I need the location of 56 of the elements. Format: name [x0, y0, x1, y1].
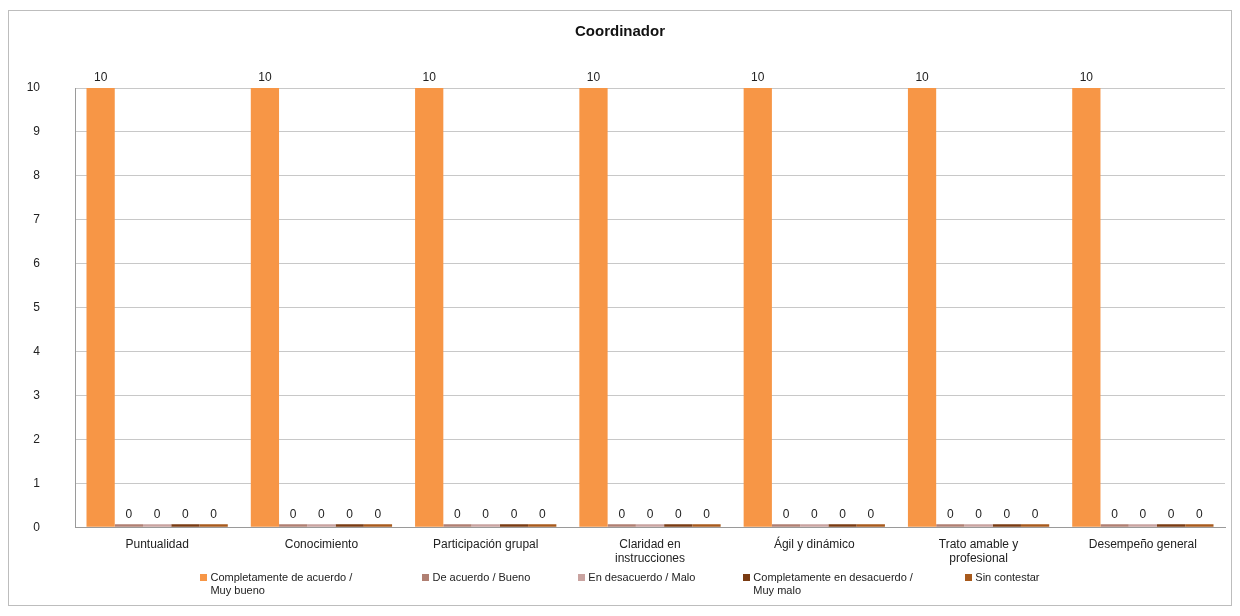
- legend-label: Completamente en desacuerdo / Muy malo: [753, 571, 914, 597]
- x-tick-label: Puntualidad: [125, 536, 189, 551]
- chart-title: Coordinador: [575, 22, 666, 40]
- data-label: 0: [618, 506, 626, 521]
- data-label: 0: [289, 506, 297, 521]
- x-tick-label: Claridad en instrucciones: [614, 536, 686, 566]
- data-label: 10: [1079, 70, 1094, 85]
- y-tick-label: 9: [33, 124, 41, 139]
- data-label: 10: [258, 70, 272, 85]
- data-label: 0: [946, 506, 954, 521]
- data-label: 10: [422, 70, 437, 85]
- data-label: 0: [975, 506, 983, 521]
- data-label: 0: [510, 506, 518, 521]
- y-tick-label: 5: [33, 299, 41, 314]
- data-label: 0: [1196, 506, 1204, 521]
- x-tick-label: Conocimiento: [284, 536, 359, 551]
- data-label: 10: [751, 70, 765, 85]
- data-label: 0: [703, 506, 711, 521]
- data-label: 0: [839, 506, 847, 521]
- y-tick-label: 4: [33, 343, 41, 358]
- data-label: 0: [182, 506, 190, 521]
- data-label: 10: [915, 70, 930, 85]
- data-label: 0: [1003, 506, 1011, 521]
- data-label: 10: [93, 70, 108, 85]
- data-label: 10: [586, 70, 601, 85]
- data-label: 0: [318, 506, 326, 521]
- x-tick-label: Trato amable y profesional: [938, 536, 1019, 566]
- y-tick-label: 3: [33, 387, 41, 402]
- y-tick-label: 6: [33, 255, 41, 270]
- y-tick-label: 10: [26, 80, 41, 95]
- data-label: 0: [782, 506, 790, 521]
- x-tick-label: Ágil y dinámico: [773, 535, 855, 551]
- legend-label: Completamente de acuerdo / Muy bueno: [210, 571, 354, 597]
- data-label: 0: [454, 506, 462, 521]
- y-tick-label: 7: [33, 212, 41, 227]
- x-tick-label: Desempeño general: [1088, 536, 1197, 551]
- y-tick-label: 1: [33, 475, 41, 490]
- data-label: 0: [346, 506, 354, 521]
- data-label: 0: [1031, 506, 1039, 521]
- legend-label: De acuerdo / Bueno: [432, 571, 531, 584]
- data-label: 0: [646, 506, 654, 521]
- legend-label: Sin contestar: [975, 571, 1040, 584]
- data-label: 0: [125, 506, 133, 521]
- data-label: 0: [674, 506, 682, 521]
- legend-label: En desacuerdo / Malo: [588, 571, 696, 584]
- data-label: 0: [867, 506, 875, 521]
- y-tick-label: 2: [33, 431, 41, 446]
- data-label: 0: [810, 506, 818, 521]
- data-label: 0: [538, 506, 546, 521]
- x-tick-label: Participación grupal: [433, 536, 539, 551]
- data-label: 0: [210, 506, 218, 521]
- data-label: 0: [153, 506, 161, 521]
- y-tick-label: 8: [33, 168, 41, 183]
- y-tick-label: 0: [33, 519, 41, 534]
- data-label: 0: [482, 506, 490, 521]
- data-label: 0: [374, 506, 382, 521]
